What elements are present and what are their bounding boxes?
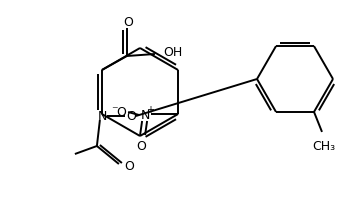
Text: ⁻: ⁻ xyxy=(111,104,117,117)
Text: O: O xyxy=(116,106,126,119)
Text: +: + xyxy=(146,105,154,115)
Text: N: N xyxy=(98,110,108,123)
Text: O: O xyxy=(123,16,133,29)
Text: N: N xyxy=(140,109,150,122)
Text: OH: OH xyxy=(163,46,182,59)
Text: CH₃: CH₃ xyxy=(312,140,336,153)
Text: O: O xyxy=(124,160,134,173)
Text: O: O xyxy=(126,110,136,123)
Text: O: O xyxy=(136,139,146,152)
